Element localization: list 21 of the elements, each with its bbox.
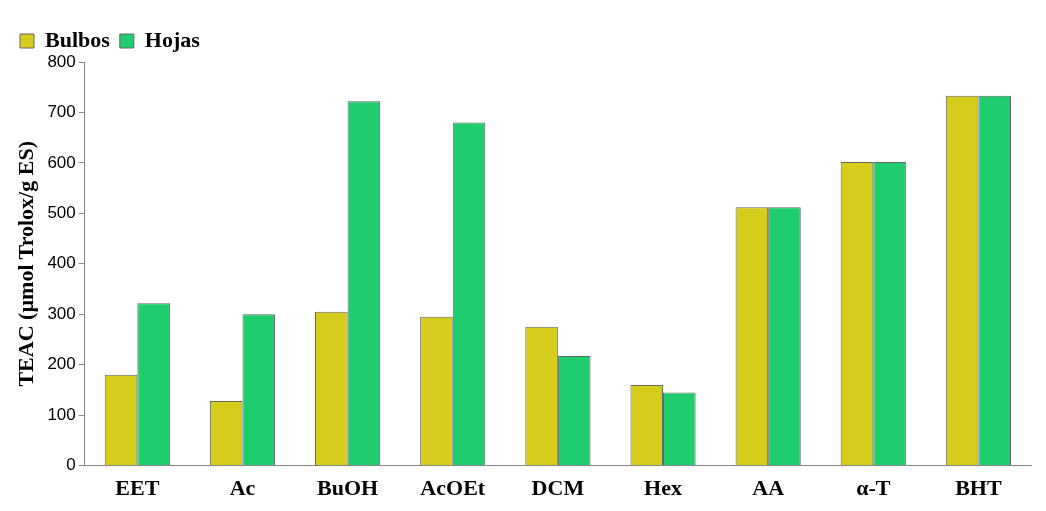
y-tick-label: 700 xyxy=(47,102,76,122)
y-tick-label: 0 xyxy=(66,455,76,475)
y-tick-label: 500 xyxy=(47,203,76,223)
y-tick-label: 100 xyxy=(47,404,76,424)
x-tick-label: AA xyxy=(752,475,785,501)
y-tick-label: 200 xyxy=(47,354,76,374)
legend-label: Bulbos xyxy=(45,26,111,52)
x-tick-label: BuOH xyxy=(317,475,379,501)
y-tick-label: 300 xyxy=(47,303,76,323)
y-tick-label: 400 xyxy=(47,253,76,273)
x-tick-label: AcOEt xyxy=(420,475,486,501)
y-axis-title: TEAC (µmol Trolox/g ES) xyxy=(12,141,38,387)
y-tick-label: 600 xyxy=(47,152,76,172)
x-tick-label: Ac xyxy=(229,475,256,501)
legend-label: Hojas xyxy=(144,26,201,52)
x-tick-label: EET xyxy=(115,475,160,501)
x-tick-label: Hex xyxy=(644,475,682,501)
x-tick-label: α-T xyxy=(856,475,891,501)
x-tick-label: DCM xyxy=(531,475,585,501)
x-tick-label: BHT xyxy=(955,475,1002,501)
y-tick-label: 800 xyxy=(47,51,76,71)
